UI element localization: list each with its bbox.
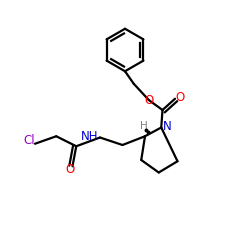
Text: Cl: Cl — [24, 134, 35, 147]
Text: N: N — [162, 120, 171, 134]
Text: H: H — [140, 121, 147, 131]
Text: O: O — [144, 94, 154, 106]
Text: O: O — [65, 163, 74, 176]
Text: O: O — [176, 91, 185, 104]
Text: NH: NH — [80, 130, 98, 143]
